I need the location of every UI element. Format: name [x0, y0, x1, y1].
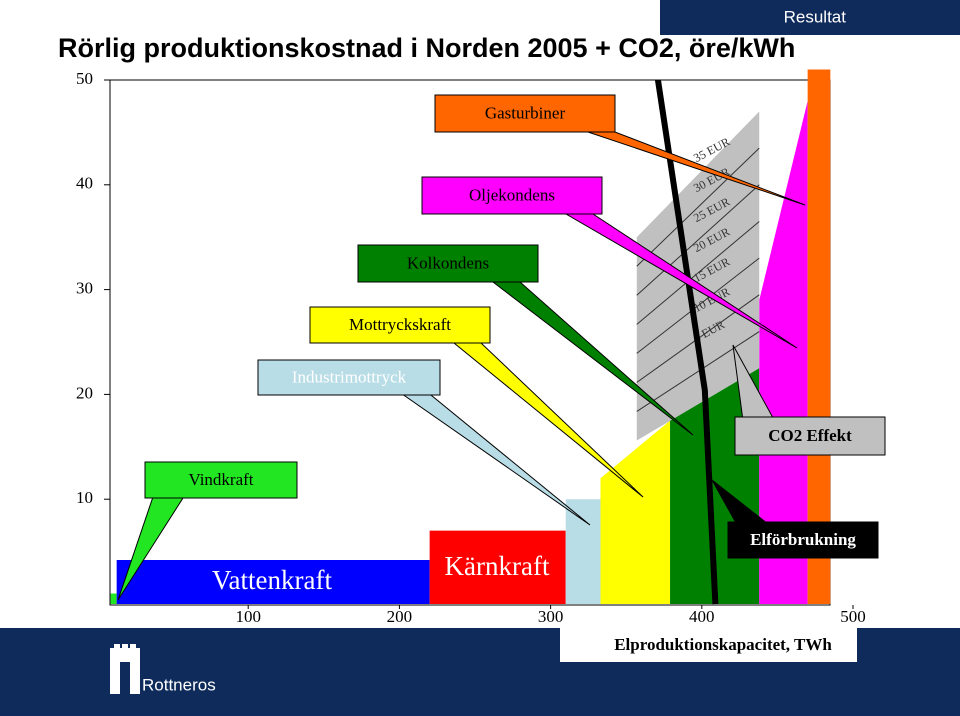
callout-box — [257, 359, 441, 396]
callout-label: Oljekondens — [469, 185, 555, 204]
callout-label: Kolkondens — [407, 253, 489, 272]
segment — [429, 530, 566, 604]
segment-label: Kärnkraft — [445, 551, 550, 581]
segment — [110, 593, 117, 604]
callout-label: CO2 Effekt — [768, 426, 852, 445]
callout-box — [357, 244, 539, 283]
demand-line — [654, 79, 719, 605]
callout-box — [144, 461, 298, 499]
x-tick-label: 400 — [689, 607, 715, 626]
logo-text: Rottneros — [142, 675, 216, 694]
y-tick-label: 10 — [76, 488, 93, 507]
x-axis-title: Elproduktionskapacitet, TWh — [614, 635, 832, 654]
x-tick-label: 100 — [235, 607, 261, 626]
callout-label: Industrimottryck — [292, 367, 407, 386]
x-axis-title-box — [560, 628, 857, 662]
x-tick-label: 500 — [840, 607, 866, 626]
segment — [807, 69, 831, 604]
callout-label: Vindkraft — [188, 470, 253, 489]
chart-title: Rörlig produktionskostnad i Norden 2005 … — [58, 33, 795, 63]
logo-icon — [110, 644, 140, 694]
header-bar — [660, 0, 960, 35]
segment — [116, 559, 430, 604]
callout-box — [727, 521, 879, 559]
callout-label: Gasturbiner — [485, 103, 566, 122]
segment — [759, 100, 808, 605]
y-tick-label: 30 — [76, 279, 93, 298]
callout-box — [434, 94, 616, 133]
y-tick-label: 20 — [76, 383, 93, 402]
y-tick-label: 50 — [76, 69, 93, 88]
segment — [565, 499, 601, 604]
callout-label: Mottryckskraft — [349, 315, 451, 334]
segment-label: Vattenkraft — [212, 565, 332, 595]
segment — [600, 420, 671, 604]
y-tick-label: 40 — [76, 174, 93, 193]
x-tick-label: 200 — [387, 607, 413, 626]
x-tick-label: 300 — [538, 607, 564, 626]
co2-level-line — [636, 257, 760, 354]
callout-box — [421, 176, 603, 215]
co2-level-line — [636, 221, 760, 325]
co2-level-line — [636, 184, 760, 296]
co2-band — [636, 111, 760, 441]
callout-box — [309, 306, 491, 344]
co2-level-line — [636, 331, 760, 412]
callout-label: Elförbrukning — [750, 530, 856, 549]
callout-box — [734, 416, 886, 456]
co2-level-line — [636, 147, 760, 267]
header-tag: Resultat — [784, 7, 847, 26]
